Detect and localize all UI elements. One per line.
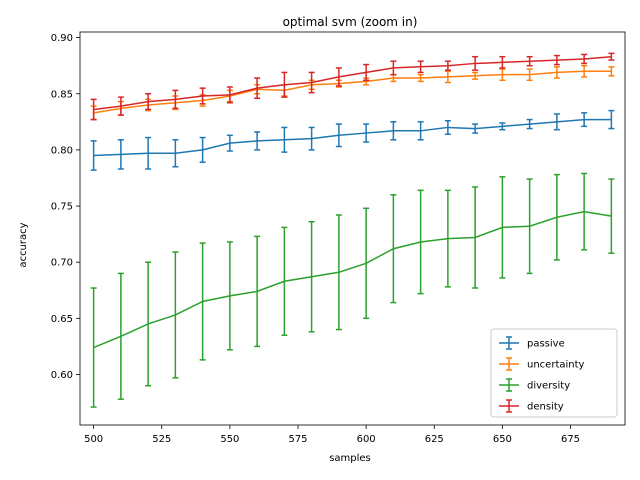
x-axis: 500 525 550 575 600 625 650 675 bbox=[84, 425, 580, 445]
series-density bbox=[90, 52, 615, 121]
x-tick-label: 500 bbox=[84, 434, 103, 445]
legend-label: diversity bbox=[527, 381, 570, 392]
legend-label: passive bbox=[527, 339, 565, 350]
series-line-diversity bbox=[93, 210, 612, 349]
y-tick-label: 0.90 bbox=[51, 33, 73, 44]
y-tick-label: 0.85 bbox=[51, 89, 73, 100]
y-axis-label: accuracy bbox=[18, 222, 29, 267]
chart-title: optimal svm (zoom in) bbox=[283, 15, 418, 29]
x-tick-label: 525 bbox=[152, 434, 171, 445]
legend-label: density bbox=[527, 402, 564, 413]
series-line-passive bbox=[93, 118, 612, 157]
x-tick-label: 625 bbox=[425, 434, 444, 445]
legend-item-passive: passive bbox=[499, 336, 565, 350]
x-axis-label: samples bbox=[329, 453, 371, 464]
plot-frame bbox=[79, 31, 626, 426]
y-axis: 0.60 0.65 0.70 0.75 0.80 0.85 0.90 bbox=[51, 33, 80, 381]
legend-item-uncertainty: uncertainty bbox=[499, 357, 585, 371]
series-line-density bbox=[93, 55, 612, 111]
y-tick-label: 0.70 bbox=[51, 258, 73, 269]
series-line-uncertainty bbox=[93, 70, 612, 114]
plot-area bbox=[79, 31, 626, 426]
y-tick-label: 0.75 bbox=[51, 202, 73, 213]
y-tick-label: 0.80 bbox=[51, 145, 73, 156]
x-tick-label: 600 bbox=[357, 434, 376, 445]
y-tick-label: 0.60 bbox=[51, 370, 73, 381]
legend-label: uncertainty bbox=[527, 360, 585, 371]
x-tick-label: 575 bbox=[288, 434, 307, 445]
error-bar bbox=[90, 98, 97, 121]
series-diversity bbox=[90, 172, 615, 408]
y-tick-label: 0.65 bbox=[51, 314, 73, 325]
legend-item-density: density bbox=[499, 399, 564, 413]
legend: passive uncertainty diversity density bbox=[490, 328, 618, 418]
x-tick-label: 675 bbox=[561, 434, 580, 445]
x-tick-label: 550 bbox=[220, 434, 239, 445]
error-bar bbox=[90, 140, 97, 171]
error-bar bbox=[90, 287, 97, 408]
legend-item-diversity: diversity bbox=[499, 378, 570, 392]
series-passive bbox=[90, 109, 615, 171]
legend-box bbox=[490, 328, 618, 418]
x-tick-label: 650 bbox=[493, 434, 512, 445]
